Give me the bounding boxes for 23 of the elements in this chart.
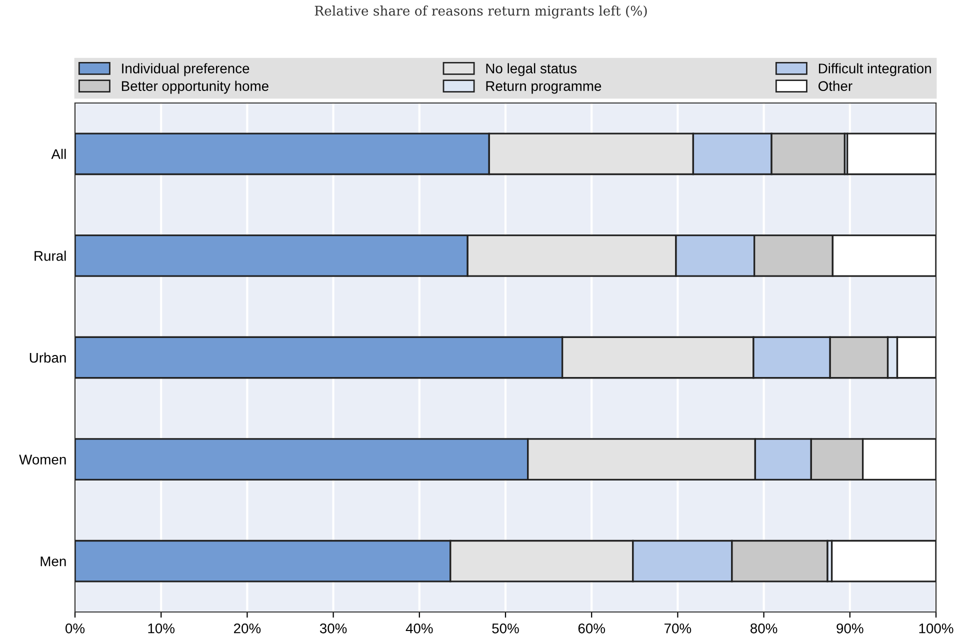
x-tick-label: 60% <box>578 623 606 634</box>
legend-label: Better opportunity home <box>122 80 268 94</box>
x-tick-label: 0% <box>66 623 85 634</box>
x-tick-label: 80% <box>750 623 778 634</box>
x-tick-label: 50% <box>492 623 519 634</box>
x-tick-label: 100% <box>919 623 954 634</box>
x-tick-label: 40% <box>406 623 433 634</box>
chart-title: Relative share of reasons return migrants left (%) <box>314 6 647 18</box>
legend-label: Difficult integration <box>818 63 931 76</box>
y-tick-label: Women <box>19 454 66 464</box>
y-tick-label: Rural <box>34 250 66 261</box>
x-tick-label: 10% <box>148 623 175 634</box>
y-tick-label: All <box>51 148 66 159</box>
x-tick-label: 70% <box>664 623 692 634</box>
x-tick-label: 90% <box>836 623 864 634</box>
legend-label: Other <box>818 80 852 91</box>
x-tick-label: 30% <box>320 623 347 634</box>
y-tick-label: Men <box>40 556 66 566</box>
legend-label: Return programme <box>486 81 602 94</box>
y-tick-label: Urban <box>30 352 66 363</box>
x-tick-label: 20% <box>234 623 261 634</box>
legend-label: Individual preference <box>122 63 250 76</box>
legend-label: No legal status <box>486 63 577 76</box>
